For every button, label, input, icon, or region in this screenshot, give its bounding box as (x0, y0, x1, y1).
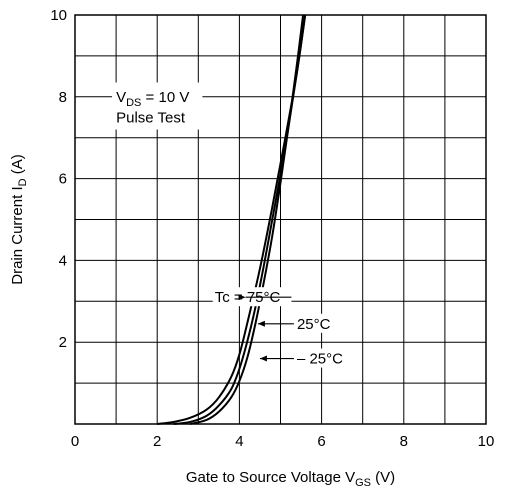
series-label-background (294, 348, 349, 368)
y-axis-title: Drain Current ID (A) (9, 154, 29, 285)
y-axis-title-unit: (A) (9, 154, 26, 178)
x-tick-label: 8 (400, 433, 408, 450)
conditions-annotation: VDS = 10 V Pulse Test (111, 82, 203, 130)
series-curve (157, 14, 307, 425)
curves (157, 14, 307, 425)
series-label: 25°C (297, 316, 331, 333)
conditions-line2: Pulse Test (116, 109, 186, 126)
series-label: – 25°C (297, 351, 343, 368)
x-axis-title: Gate to Source Voltage VGS (V) (186, 469, 395, 489)
x-tick-label: 4 (235, 433, 243, 450)
series-label-arrow (257, 320, 265, 327)
y-tick-label: 10 (50, 7, 67, 24)
series-labels: Tc = 75°C 25°C – 25°C (212, 287, 349, 368)
series-label-arrow (238, 294, 246, 301)
y-tick-label: 4 (59, 252, 67, 269)
conditions-vds-subscript: DS (126, 97, 141, 109)
y-axis-title-subscript: D (17, 178, 29, 186)
x-tick-label: 10 (478, 433, 495, 450)
conditions-vds-value: = 10 V (141, 89, 189, 106)
tick-labels: 0 2 4 6 8 10 2 4 6 8 10 (50, 7, 494, 450)
x-tick-label: 6 (317, 433, 325, 450)
x-axis-title-subscript: GS (355, 477, 371, 489)
x-axis-title-unit: (V) (371, 469, 395, 486)
series-label-background (294, 313, 333, 333)
x-tick-label: 2 (153, 433, 161, 450)
y-tick-label: 2 (59, 334, 67, 351)
series-label: Tc = 75°C (215, 289, 281, 306)
y-axis-title-main: Drain Current I (9, 186, 26, 284)
y-tick-label: 8 (59, 89, 67, 106)
series-curve (189, 14, 305, 425)
conditions-vds-symbol: V (116, 89, 126, 106)
conditions-line1: VDS = 10 V (116, 89, 189, 109)
x-axis-title-main: Gate to Source Voltage V (186, 469, 355, 486)
grid-lines (75, 15, 486, 424)
x-tick-label: 0 (71, 433, 79, 450)
series-label-arrow (259, 355, 267, 362)
y-tick-label: 6 (59, 171, 67, 188)
plot-frame (74, 14, 487, 425)
conditions-background (111, 82, 203, 130)
